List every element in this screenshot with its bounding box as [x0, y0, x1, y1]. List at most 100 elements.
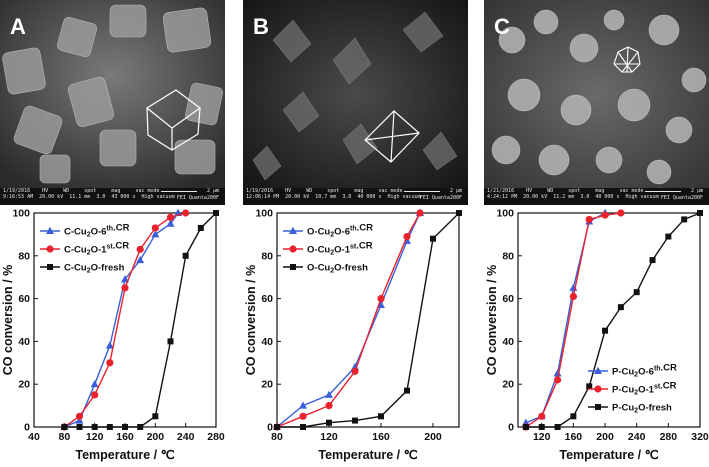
data-point [91, 424, 98, 430]
panel-b: B 1/19/2016 HV WD spot mag vac mode 12:0… [243, 0, 468, 467]
x-tick-label: 160 [372, 431, 390, 443]
x-tick-label: 120 [533, 431, 551, 443]
data-point [137, 424, 144, 430]
data-point [585, 215, 593, 224]
data-point [351, 367, 359, 375]
sem-info-line2: 4:24:12 PM 20.00 kV 11.2 mm 3.0 40 000 x… [487, 194, 659, 200]
scale-bar-line [404, 191, 440, 192]
legend: C-Cu2O-6th.CR C-Cu2O-1st.CR C-Cu2O-fresh [40, 223, 130, 275]
data-point [521, 418, 530, 426]
sem-info-line1: 1/19/2016 HV WD spot mag vac mode [246, 188, 403, 194]
y-tick-label: 0 [267, 422, 273, 434]
data-point [522, 424, 529, 430]
data-point [325, 402, 333, 410]
x-tick-label: 200 [596, 431, 614, 443]
data-point [152, 413, 159, 420]
data-point [633, 289, 640, 296]
instrument-label: FEI Quanta200F [176, 195, 219, 201]
y-tick-label: 100 [255, 208, 273, 220]
y-axis-label: CO conversion / % [485, 265, 499, 375]
series-line [277, 212, 460, 428]
y-tick-label: 60 [18, 293, 30, 305]
sem-info-bar: 1/21/2016 HV WD spot mag vac mode 4:24:1… [484, 188, 709, 205]
data-point [167, 338, 174, 345]
data-point [553, 369, 562, 377]
scale-bar-line [161, 191, 197, 192]
data-point [136, 245, 144, 253]
data-point [300, 424, 306, 430]
data-point [351, 362, 359, 371]
scale-bar-label: 2 μm [206, 188, 219, 194]
plot-frame [276, 212, 460, 428]
series-line [525, 212, 621, 428]
y-tick-label: 0 [24, 422, 30, 434]
data-point [90, 380, 99, 388]
data-point [166, 213, 175, 221]
data-point [416, 209, 424, 217]
legend-label: O-Cu2O-fresh [307, 263, 368, 275]
instrument-label: FEI Quanta200F [660, 195, 703, 201]
y-tick-label: 100 [496, 208, 514, 220]
legend-marker [46, 245, 54, 253]
legend-marker [594, 366, 602, 374]
legend-marker [289, 226, 297, 234]
series-line [64, 212, 217, 428]
x-axis-label: Temperature / ℃ [318, 448, 417, 462]
x-tick-label: 160 [116, 431, 134, 443]
legend-marker [289, 245, 297, 253]
data-point [91, 391, 99, 399]
data-point [377, 295, 385, 303]
sem-info-bar: 1/19/2016 HV WD spot mag vac mode 12:06:… [243, 188, 468, 205]
data-point [61, 424, 68, 430]
data-point [352, 417, 358, 424]
x-tick-label: 240 [628, 431, 646, 443]
sem-info-line1: 1/21/2016 HV WD spot mag vac mode [487, 188, 644, 194]
legend-label: O-Cu2O-6th.CR [307, 223, 373, 239]
y-tick-label: 40 [18, 336, 30, 348]
y-tick-label: 60 [261, 293, 273, 305]
data-point [553, 376, 562, 384]
panel-letter: C [494, 14, 510, 39]
legend-label: P-Cu2O-6th.CR [612, 363, 677, 379]
x-tick-label: 80 [58, 431, 70, 443]
legend-label: O-Cu2O-1st.CR [307, 241, 373, 257]
series-2 [274, 210, 462, 430]
data-point [136, 255, 145, 264]
series-1 [60, 209, 190, 431]
y-tick-label: 80 [502, 250, 514, 262]
data-point [601, 211, 609, 219]
data-point [197, 224, 204, 231]
data-point [75, 412, 84, 420]
data-point [430, 235, 436, 242]
x-tick-label: 320 [691, 431, 709, 443]
x-tick-label: 80 [271, 431, 283, 443]
sem-info-line2: 12:06:14 PM 20.00 kV 10.7 mm 3.0 40 000 … [246, 194, 421, 200]
panel-c: C 1/21/2016 HV WD spot mag vac mode 4:24… [484, 0, 709, 467]
legend-marker [290, 264, 296, 270]
x-tick-label: 240 [177, 431, 195, 443]
x-tick-label: 120 [320, 431, 338, 443]
y-axis-label: CO conversion / % [1, 265, 15, 375]
data-point [617, 304, 624, 311]
legend: P-Cu2O-6th.CR P-Cu2O-1st.CR P-Cu2O-fresh [588, 363, 677, 415]
data-point [665, 233, 672, 240]
data-point [151, 230, 160, 238]
data-point [697, 210, 703, 216]
data-point [75, 416, 84, 424]
legend-label: P-Cu2O-fresh [612, 403, 672, 415]
panel-letter: A [10, 14, 26, 39]
legend-marker [595, 404, 601, 410]
x-tick-label: 40 [28, 431, 40, 443]
y-tick-label: 100 [12, 208, 30, 220]
y-tick-label: 60 [502, 293, 514, 305]
sem-info-line2: 9:16:53 AM 20.00 kV 11.1 mm 3.0 43 000 x… [3, 194, 175, 200]
legend-marker [46, 226, 54, 234]
data-point [106, 424, 113, 430]
data-point [299, 401, 307, 409]
sem-image-c: C 1/21/2016 HV WD spot mag vac mode 4:24… [484, 0, 709, 205]
legend-marker [47, 264, 53, 270]
legend-label: P-Cu2O-1st.CR [612, 381, 677, 397]
y-tick-label: 40 [502, 336, 514, 348]
data-point [182, 252, 189, 259]
sem-image-b: B 1/19/2016 HV WD spot mag vac mode 12:0… [243, 0, 468, 205]
